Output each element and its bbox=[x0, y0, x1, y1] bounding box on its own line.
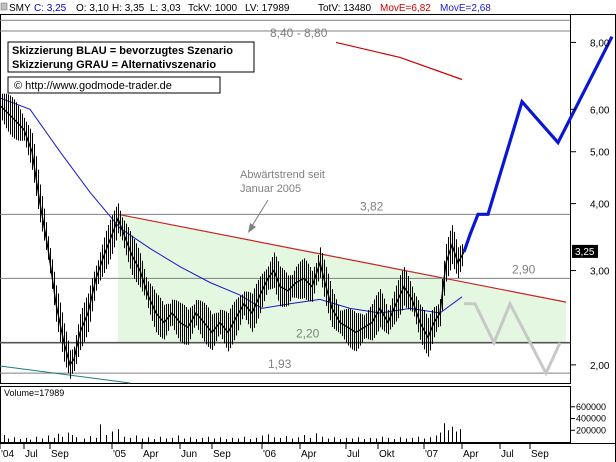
x-tick-label-3: '05 bbox=[113, 449, 126, 460]
header-open: O: 3,10 bbox=[76, 3, 109, 14]
annotation-line2: Januar 2005 bbox=[240, 183, 301, 195]
header-symbol: SMY bbox=[9, 3, 31, 14]
level-label-2: 2,90 bbox=[512, 262, 536, 276]
last-price-marker: 3,25 bbox=[572, 244, 598, 258]
header-square-icon bbox=[0, 2, 8, 11]
note-website: © http://www.godmode-trader.de bbox=[14, 80, 172, 92]
level-label-3: 2,20 bbox=[296, 327, 320, 341]
ma-teal-line bbox=[0, 365, 131, 384]
header-low: L: 3,03 bbox=[150, 3, 181, 14]
x-tick-label-0: '04 bbox=[1, 449, 14, 460]
price-plot-frame bbox=[0, 14, 571, 384]
header-ma1: MovE=6,82 bbox=[380, 3, 431, 14]
volume-y-tick-label-1: 400000 bbox=[576, 414, 606, 424]
header-close: C: 3,25 bbox=[34, 3, 67, 14]
note-grey: Skizzierung GRAU = Alternativszenario bbox=[12, 59, 216, 71]
header-tickvol: TckV: 1000 bbox=[188, 3, 238, 14]
trend-annotation: Abwärtstrend seit Januar 2005 bbox=[240, 169, 325, 233]
y-tick-label-1: 3,00 bbox=[590, 267, 610, 278]
y-tick-label-3: 5,00 bbox=[590, 148, 610, 159]
annotation-line1: Abwärtstrend seit bbox=[240, 169, 325, 181]
price-line bbox=[0, 105, 465, 367]
header-ma2: MovE=2,68 bbox=[440, 3, 491, 14]
chart-header: SMY C: 3,25 O: 3,10 H: 3,35 L: 3,03 TckV… bbox=[0, 0, 616, 15]
x-tick-label-8: Apr bbox=[301, 449, 317, 460]
downtrend-line bbox=[117, 213, 567, 303]
x-tick-label-1: Jul bbox=[25, 449, 38, 460]
x-tick-label-14: Sep bbox=[531, 449, 549, 460]
x-tick-label-5: Jun bbox=[181, 449, 197, 460]
volume-y-tick-label-0: 200000 bbox=[576, 425, 606, 435]
blue-scenario-line bbox=[462, 35, 614, 253]
ma-long-line bbox=[335, 41, 463, 81]
annotation-arrow bbox=[251, 199, 269, 227]
y-tick-label-0: 2,00 bbox=[590, 361, 610, 372]
volume-label: Volume=17989 bbox=[4, 388, 64, 398]
level-label-1: 3,82 bbox=[360, 199, 384, 213]
note-blue: Skizzierung BLAU = bevorzugtes Szenario bbox=[12, 45, 233, 57]
y-tick-label-5: 8,00 bbox=[590, 38, 610, 49]
level-label-0: 8,40 - 8,80 bbox=[270, 26, 328, 40]
x-tick-label-10: Okt bbox=[379, 449, 395, 460]
y-tick-label-2: 4,00 bbox=[590, 200, 610, 211]
volume-y-tick-label-2: 600000 bbox=[576, 402, 606, 412]
header-lastvol: LV: 17989 bbox=[245, 3, 290, 14]
x-tick-label-2: Sep bbox=[51, 449, 69, 460]
level-label-4: 1,93 bbox=[268, 357, 292, 371]
x-tick-label-6: Sep bbox=[213, 449, 231, 460]
x-tick-label-12: Apr bbox=[463, 449, 479, 460]
last-price-label: 3,25 bbox=[575, 247, 595, 258]
header-high: H: 3,35 bbox=[112, 3, 145, 14]
grey-scenario-line bbox=[464, 300, 562, 377]
x-tick-label-13: Jul bbox=[501, 449, 514, 460]
x-tick-label-11: '07 bbox=[425, 449, 438, 460]
x-tick-label-4: Apr bbox=[143, 449, 159, 460]
annotation-arrow-head bbox=[248, 223, 256, 233]
x-tick-label-9: Jul bbox=[347, 449, 360, 460]
x-tick-label-7: '06 bbox=[263, 449, 276, 460]
legend-notes: Skizzierung BLAU = bevorzugtes Szenario … bbox=[7, 41, 255, 94]
volume-plot-frame bbox=[0, 386, 571, 443]
y-tick-label-4: 6,00 bbox=[590, 105, 610, 116]
header-totalvol: TotV: 13480 bbox=[318, 3, 371, 14]
